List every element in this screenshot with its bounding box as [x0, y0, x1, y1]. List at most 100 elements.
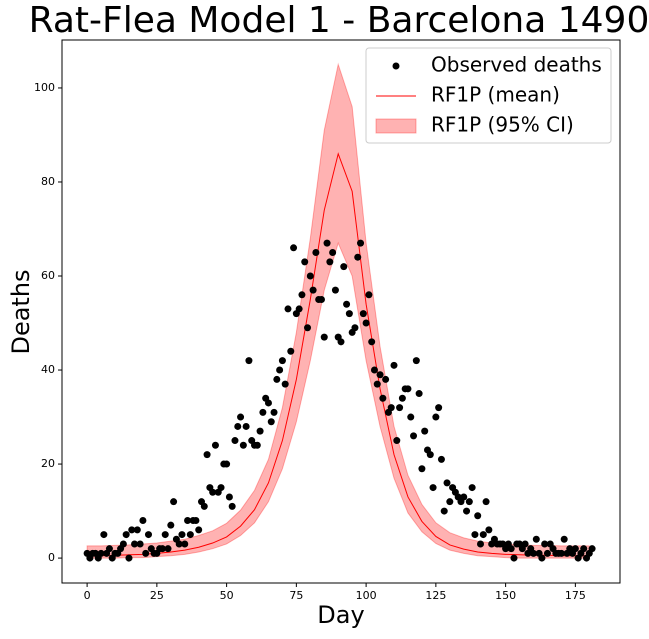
x-tick-label: 50: [220, 589, 234, 602]
observed-point: [125, 554, 133, 562]
observed-point: [203, 451, 211, 459]
observed-point: [273, 375, 281, 383]
observed-point: [256, 427, 264, 435]
observed-point: [209, 488, 217, 496]
observed-point: [178, 531, 186, 539]
observed-point: [343, 300, 351, 308]
observed-point: [97, 549, 105, 557]
observed-point: [393, 437, 401, 445]
observed-point: [158, 545, 166, 553]
observed-point: [181, 540, 189, 548]
observed-point: [128, 526, 136, 534]
observed-point: [320, 333, 328, 341]
observed-point: [242, 422, 250, 430]
observed-point: [465, 498, 473, 506]
observed-point: [122, 531, 130, 539]
observed-point: [396, 404, 404, 412]
observed-point: [164, 545, 172, 553]
observed-point: [167, 521, 175, 529]
observed-point: [287, 347, 295, 355]
observed-point: [379, 394, 387, 402]
observed-point: [323, 239, 331, 247]
observed-point: [468, 484, 476, 492]
observed-point: [418, 465, 426, 473]
observed-point: [211, 441, 219, 449]
observed-point: [217, 484, 225, 492]
observed-point: [345, 310, 353, 318]
observed-point: [245, 357, 253, 365]
observed-point: [373, 380, 381, 388]
x-tick-label: 150: [495, 589, 516, 602]
observed-point: [337, 338, 345, 346]
observed-point: [133, 526, 141, 534]
observed-point: [541, 540, 549, 548]
x-tick-label: 100: [356, 589, 377, 602]
observed-point: [295, 305, 303, 313]
observed-point: [474, 512, 482, 520]
observed-point: [259, 408, 267, 416]
observed-point: [234, 422, 242, 430]
legend-box: [365, 47, 612, 144]
observed-point: [331, 286, 339, 294]
axes-frame: [61, 39, 621, 584]
observed-point: [298, 291, 306, 299]
observed-point: [170, 498, 178, 506]
observed-point: [446, 498, 454, 506]
observed-point: [560, 535, 568, 543]
observed-point: [387, 404, 395, 412]
observed-point: [306, 272, 314, 280]
observed-point: [186, 531, 194, 539]
observed-point: [312, 248, 320, 256]
observed-point: [276, 366, 284, 374]
observed-point: [357, 239, 365, 247]
observed-point: [225, 493, 233, 501]
observed-point: [376, 371, 384, 379]
observed-point: [415, 390, 423, 398]
legend-label: RF1P (mean): [431, 83, 560, 107]
observed-point: [538, 554, 546, 562]
observed-point: [479, 531, 487, 539]
y-tick-label: 100: [34, 81, 55, 94]
observed-point: [278, 357, 286, 365]
x-tick-label: 75: [289, 589, 303, 602]
observed-point: [571, 545, 579, 553]
observed-point: [281, 380, 289, 388]
observed-point: [223, 460, 231, 468]
observed-point: [435, 404, 443, 412]
legend-label: Observed deaths: [431, 53, 602, 77]
observed-point: [437, 455, 445, 463]
observed-point: [368, 338, 376, 346]
observed-point: [485, 526, 493, 534]
observed-point: [270, 408, 278, 416]
observed-point: [463, 507, 471, 515]
observed-point: [421, 427, 429, 435]
observed-point: [351, 324, 359, 332]
observed-point: [139, 516, 147, 524]
x-tick-label: 175: [565, 589, 586, 602]
observed-point: [471, 531, 479, 539]
observed-point: [440, 507, 448, 515]
legend-marker: [375, 118, 417, 134]
observed-point: [161, 531, 169, 539]
y-tick-label: 60: [41, 269, 55, 282]
observed-point: [390, 361, 398, 369]
observed-point: [557, 549, 565, 557]
observed-point: [253, 441, 261, 449]
observed-point: [382, 375, 390, 383]
observed-point: [309, 286, 317, 294]
y-tick-label: 0: [48, 551, 55, 564]
observed-point: [507, 545, 515, 553]
observed-point: [136, 540, 144, 548]
observed-point: [192, 516, 200, 524]
observed-point: [175, 540, 183, 548]
y-tick-label: 40: [41, 363, 55, 376]
observed-point: [510, 554, 518, 562]
observed-point: [301, 258, 309, 266]
observed-point: [482, 498, 490, 506]
y-tick-label: 80: [41, 175, 55, 188]
legend: Observed deaths RF1P (mean) RF1P (95% CI): [365, 47, 612, 144]
observed-point: [105, 545, 113, 553]
observed-point: [370, 366, 378, 374]
observed-point: [267, 418, 275, 426]
